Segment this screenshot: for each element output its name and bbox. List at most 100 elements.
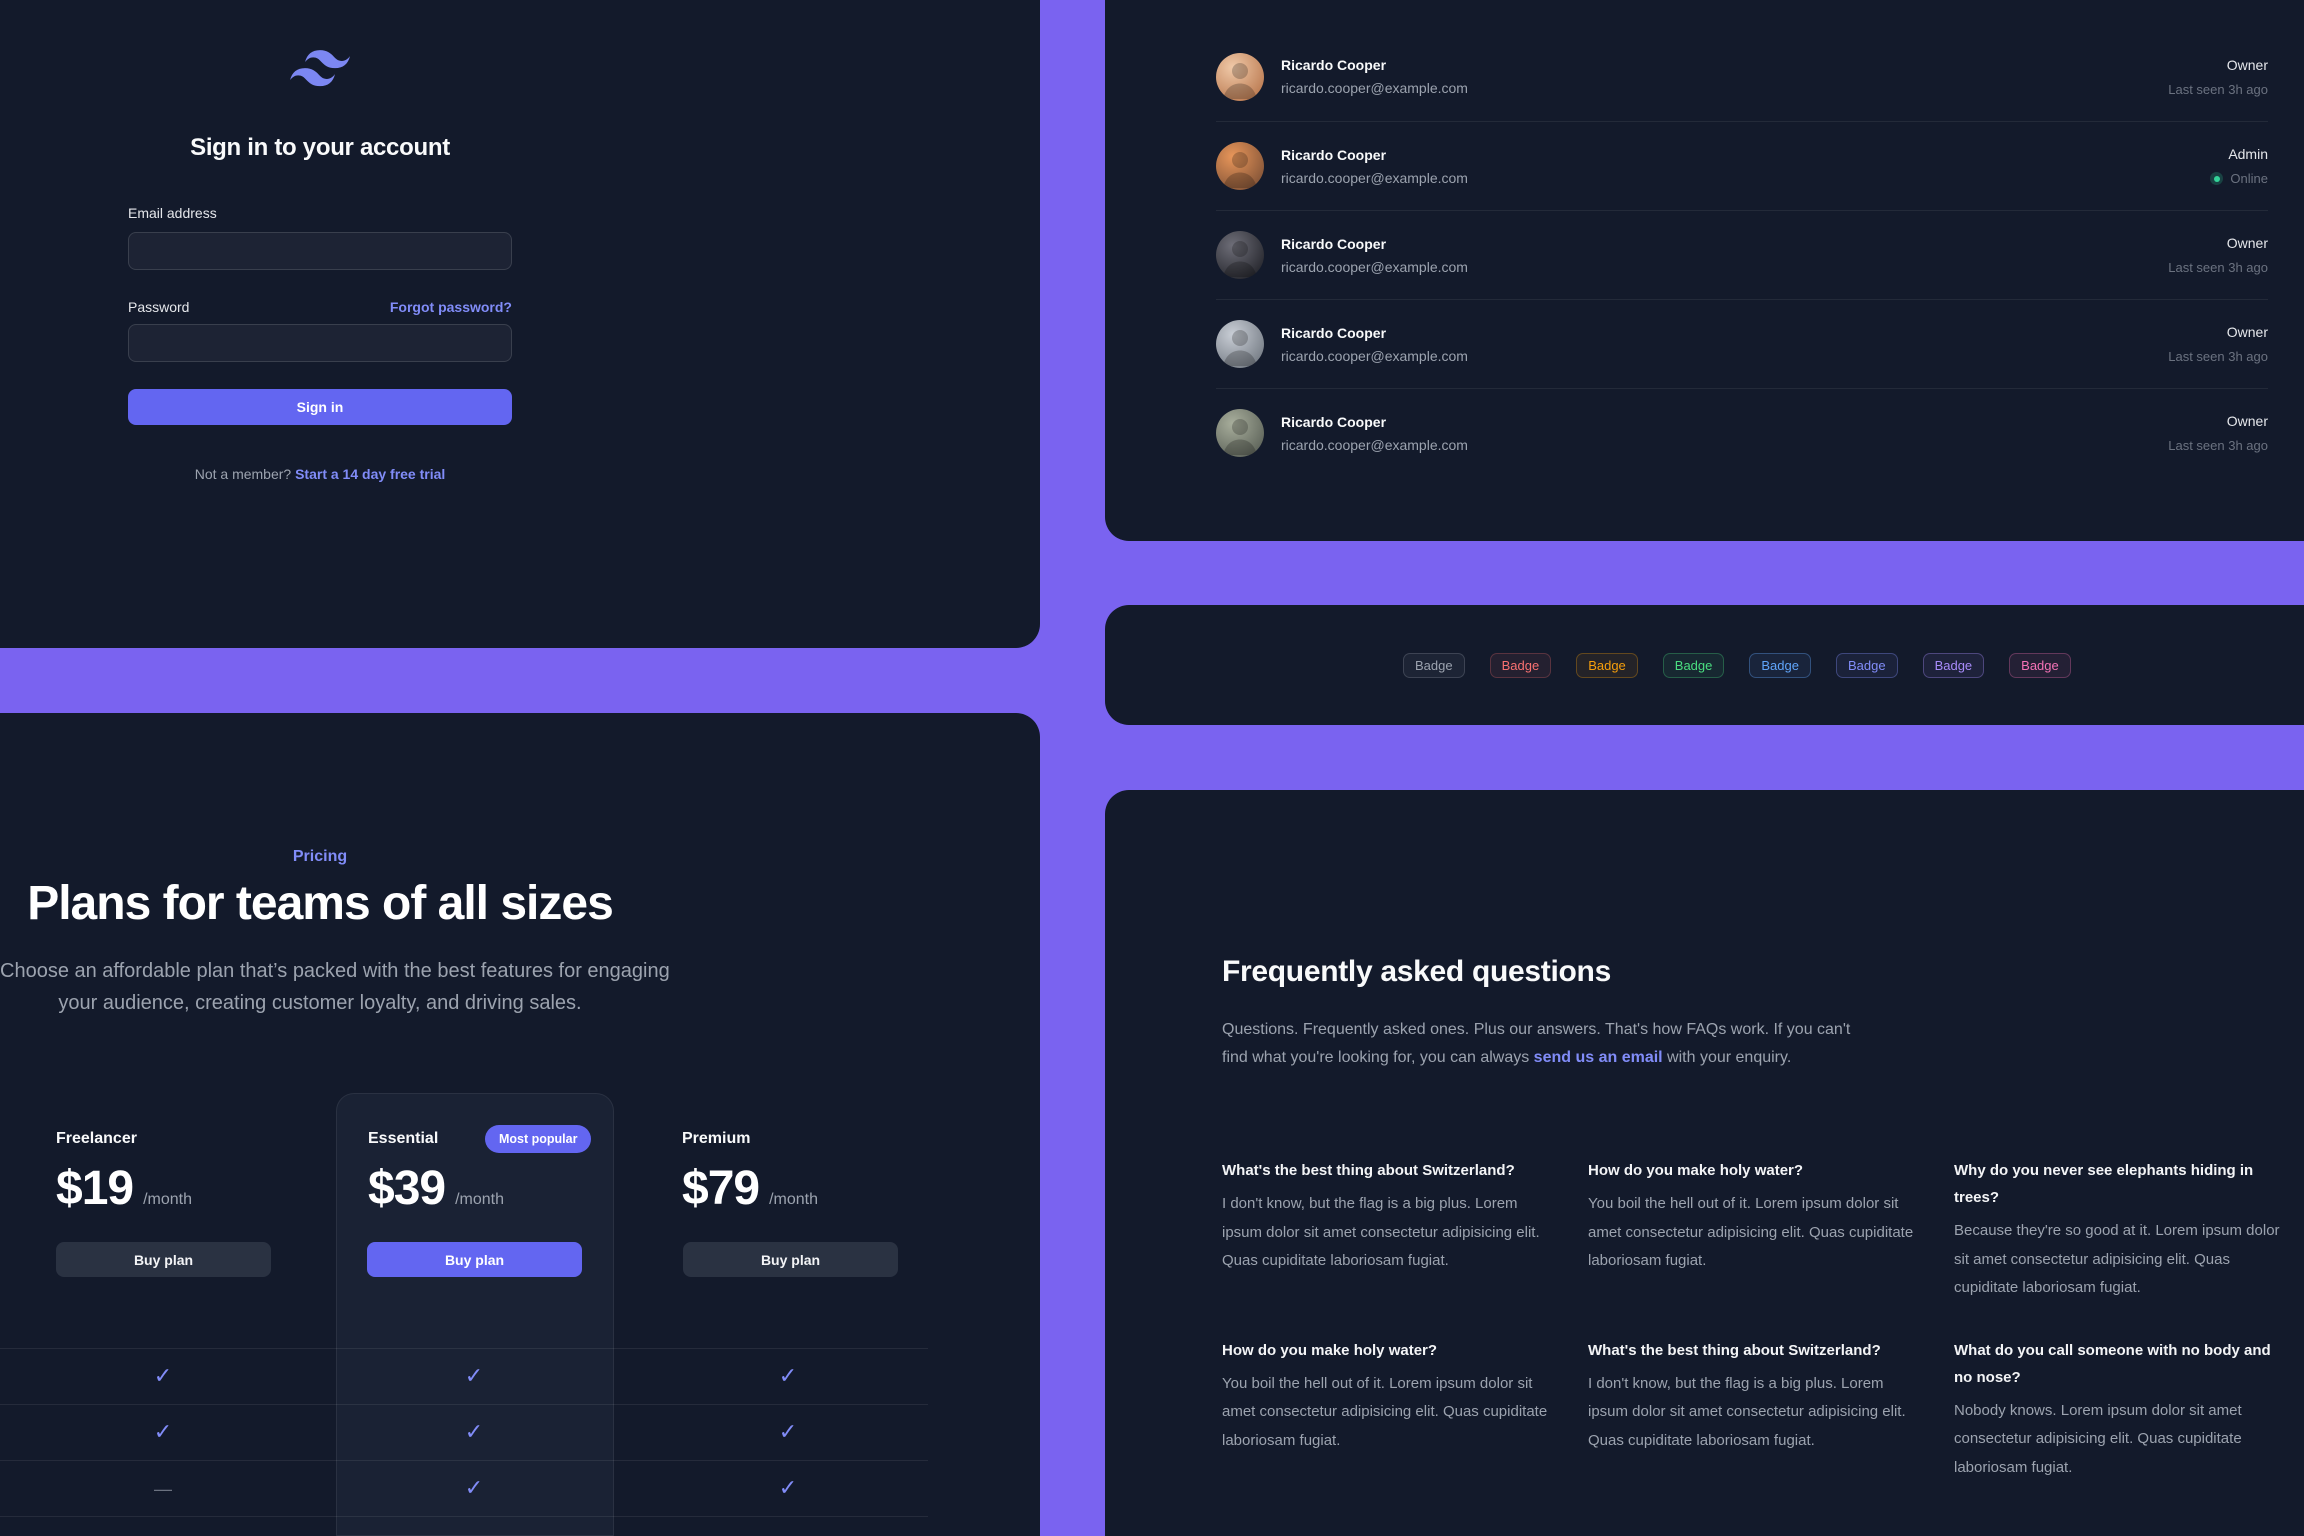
user-status: Last seen 3h ago	[2168, 82, 2268, 97]
plan-price-premium: $79 /month	[682, 1162, 819, 1215]
user-status-text: Online	[2230, 171, 2268, 186]
avatar	[1216, 320, 1264, 368]
faq-title: Frequently asked questions	[1222, 955, 1611, 988]
faq-question: What's the best thing about Switzerland?	[1588, 1341, 1881, 1359]
pricing-panel: Pricing Plans for teams of all sizes Cho…	[0, 713, 1040, 1536]
signin-panel: Sign in to your account Email address Pa…	[0, 0, 1040, 648]
feature-check-icon: ✓	[153, 1363, 173, 1388]
plan-name-freelancer: Freelancer	[56, 1130, 137, 1147]
badge-row: Badge Badge Badge Badge Badge Badge Badge Badge	[1403, 605, 2071, 725]
user-info: Ricardo Cooper ricardo.cooper@example.com	[1281, 414, 1468, 453]
faq-question: What's the best thing about Switzerland?	[1222, 1162, 1515, 1179]
user-status-text: Last seen 3h ago	[2168, 438, 2268, 453]
user-status: Last seen 3h ago	[2168, 438, 2268, 453]
plan-price-essential: $39 /month	[368, 1162, 505, 1215]
email-field[interactable]	[128, 232, 512, 270]
plan-name-essential: Essential	[368, 1130, 439, 1147]
pricing-subtitle-line2: your audience, creating customer loyalty…	[58, 992, 582, 1014]
user-status-text: Last seen 3h ago	[2168, 260, 2268, 275]
avatar	[1216, 231, 1264, 279]
faq-question: How do you make holy water?	[1588, 1162, 1804, 1179]
footer-text: Not a member?	[194, 466, 292, 482]
user-list-item[interactable]: Ricardo Cooper ricardo.cooper@example.com…	[1216, 210, 2268, 299]
faq-answer: I don't know, but the flag is a big plus…	[1588, 1374, 1906, 1449]
user-role: Owner	[2226, 413, 2268, 429]
faq-question: What do you call someone with no body an…	[1954, 1341, 2271, 1386]
faq-item: What's the best thing about Switzerland?…	[1222, 1157, 1548, 1303]
user-role: Owner	[2226, 324, 2268, 340]
buy-plan-button-freelancer[interactable]: Buy plan	[56, 1242, 271, 1277]
user-status-text: Last seen 3h ago	[2168, 349, 2268, 364]
badge-yellow: Badge	[1576, 652, 1638, 678]
faq-answer: I don't know, but the flag is a big plus…	[1222, 1195, 1540, 1269]
table-divider	[0, 1516, 928, 1517]
user-status: Online	[2210, 171, 2268, 186]
faq-answer: You boil the hell out of it. Lorem ipsum…	[1588, 1195, 1914, 1269]
signup-footer: Not a member? Start a 14 day free trial	[0, 466, 640, 482]
faq-question: How do you make holy water?	[1222, 1341, 1438, 1359]
person-silhouette-icon	[1223, 330, 1257, 366]
email-label: Email address	[128, 205, 217, 221]
person-silhouette-icon	[1223, 62, 1257, 99]
feature-check-icon: ✓	[464, 1475, 484, 1500]
user-list-item[interactable]: Ricardo Cooper ricardo.cooper@example.com…	[1216, 299, 2268, 388]
user-status-text: Last seen 3h ago	[2168, 81, 2268, 97]
faq-intro-line2: find what you're looking for, you can al…	[1222, 1049, 1792, 1066]
email-field-group: Email address	[128, 205, 512, 270]
table-divider	[0, 1460, 928, 1461]
badge-purple: Badge	[1922, 652, 1985, 678]
user-info: Ricardo Cooper ricardo.cooper@example.com	[1281, 325, 1468, 364]
pricing-title: Plans for teams of all sizes	[27, 877, 614, 930]
user-meta: Owner Last seen 3h ago	[2168, 235, 2268, 275]
avatar	[1216, 142, 1264, 190]
table-divider	[0, 1348, 928, 1349]
buy-plan-button-premium[interactable]: Buy plan	[683, 1242, 898, 1277]
faq-panel: Frequently asked questions Questions. Fr…	[1105, 790, 2304, 1536]
faq-item: Why do you never see elephants hiding in…	[1954, 1157, 2280, 1303]
feature-check-icon: ✓	[153, 1419, 173, 1444]
person-silhouette-icon	[1223, 152, 1257, 188]
team-members-panel: Ricardo Cooper ricardo.cooper@example.com…	[1105, 0, 2304, 541]
user-list-item[interactable]: Ricardo Cooper ricardo.cooper@example.com…	[1216, 388, 2268, 477]
faq-intro: Questions. Frequently asked ones. Plus o…	[1222, 1016, 1850, 1072]
free-trial-link[interactable]: Start a 14 day free trial	[295, 466, 446, 482]
password-field[interactable]	[128, 324, 512, 362]
user-meta: Admin Online	[2210, 146, 2268, 186]
feature-check-icon: ✓	[778, 1363, 798, 1388]
online-dot-core	[2213, 175, 2220, 182]
buy-plan-button-essential[interactable]: Buy plan	[367, 1242, 582, 1277]
faq-intro-line1: Questions. Frequently asked ones. Plus o…	[1222, 1021, 1851, 1038]
forgot-password-link[interactable]: Forgot password?	[389, 299, 512, 315]
send-email-link[interactable]: send us an email	[1533, 1049, 1663, 1066]
user-list-item[interactable]: Ricardo Cooper ricardo.cooper@example.com…	[1216, 121, 2268, 210]
user-list: Ricardo Cooper ricardo.cooper@example.com…	[1216, 32, 2268, 477]
badge-indigo: Badge	[1835, 652, 1898, 678]
plan-price-freelancer: $19 /month	[56, 1162, 193, 1215]
badge-blue: Badge	[1749, 652, 1811, 678]
featured-plan-card	[336, 1093, 614, 1536]
faq-grid: What's the best thing about Switzerland?…	[1222, 1157, 2304, 1482]
user-meta: Owner Last seen 3h ago	[2168, 413, 2268, 453]
faq-question: Why do you never see elephants hiding in…	[1954, 1162, 2254, 1206]
pricing-eyebrow: Pricing	[292, 848, 348, 865]
user-email: ricardo.cooper@example.com	[1281, 169, 1468, 186]
faq-answer: You boil the hell out of it. Lorem ipsum…	[1222, 1374, 1548, 1449]
feature-check-icon: ✓	[464, 1419, 484, 1444]
badge-pink: Badge	[2009, 652, 2071, 678]
sign-in-button[interactable]: Sign in	[128, 389, 512, 425]
user-role: Admin	[2228, 146, 2268, 162]
user-email: ricardo.cooper@example.com	[1281, 80, 1468, 96]
user-info: Ricardo Cooper ricardo.cooper@example.com	[1281, 57, 1468, 96]
most-popular-badge: Most popular	[485, 1125, 592, 1153]
user-info: Ricardo Cooper ricardo.cooper@example.com	[1281, 147, 1468, 186]
person-silhouette-icon	[1223, 241, 1257, 277]
pricing-subtitle-line1: Choose an affordable plan that’s packed …	[0, 960, 670, 982]
plan-name-premium: Premium	[682, 1130, 751, 1147]
person-silhouette-icon	[1223, 419, 1257, 455]
faq-answer: Because they're so good at it. Lorem ips…	[1954, 1222, 2280, 1296]
user-name: Ricardo Cooper	[1281, 57, 1387, 73]
user-meta: Owner Last seen 3h ago	[2168, 57, 2268, 97]
table-divider	[0, 1404, 928, 1405]
user-list-item[interactable]: Ricardo Cooper ricardo.cooper@example.com…	[1216, 32, 2268, 121]
user-meta: Owner Last seen 3h ago	[2168, 324, 2268, 364]
